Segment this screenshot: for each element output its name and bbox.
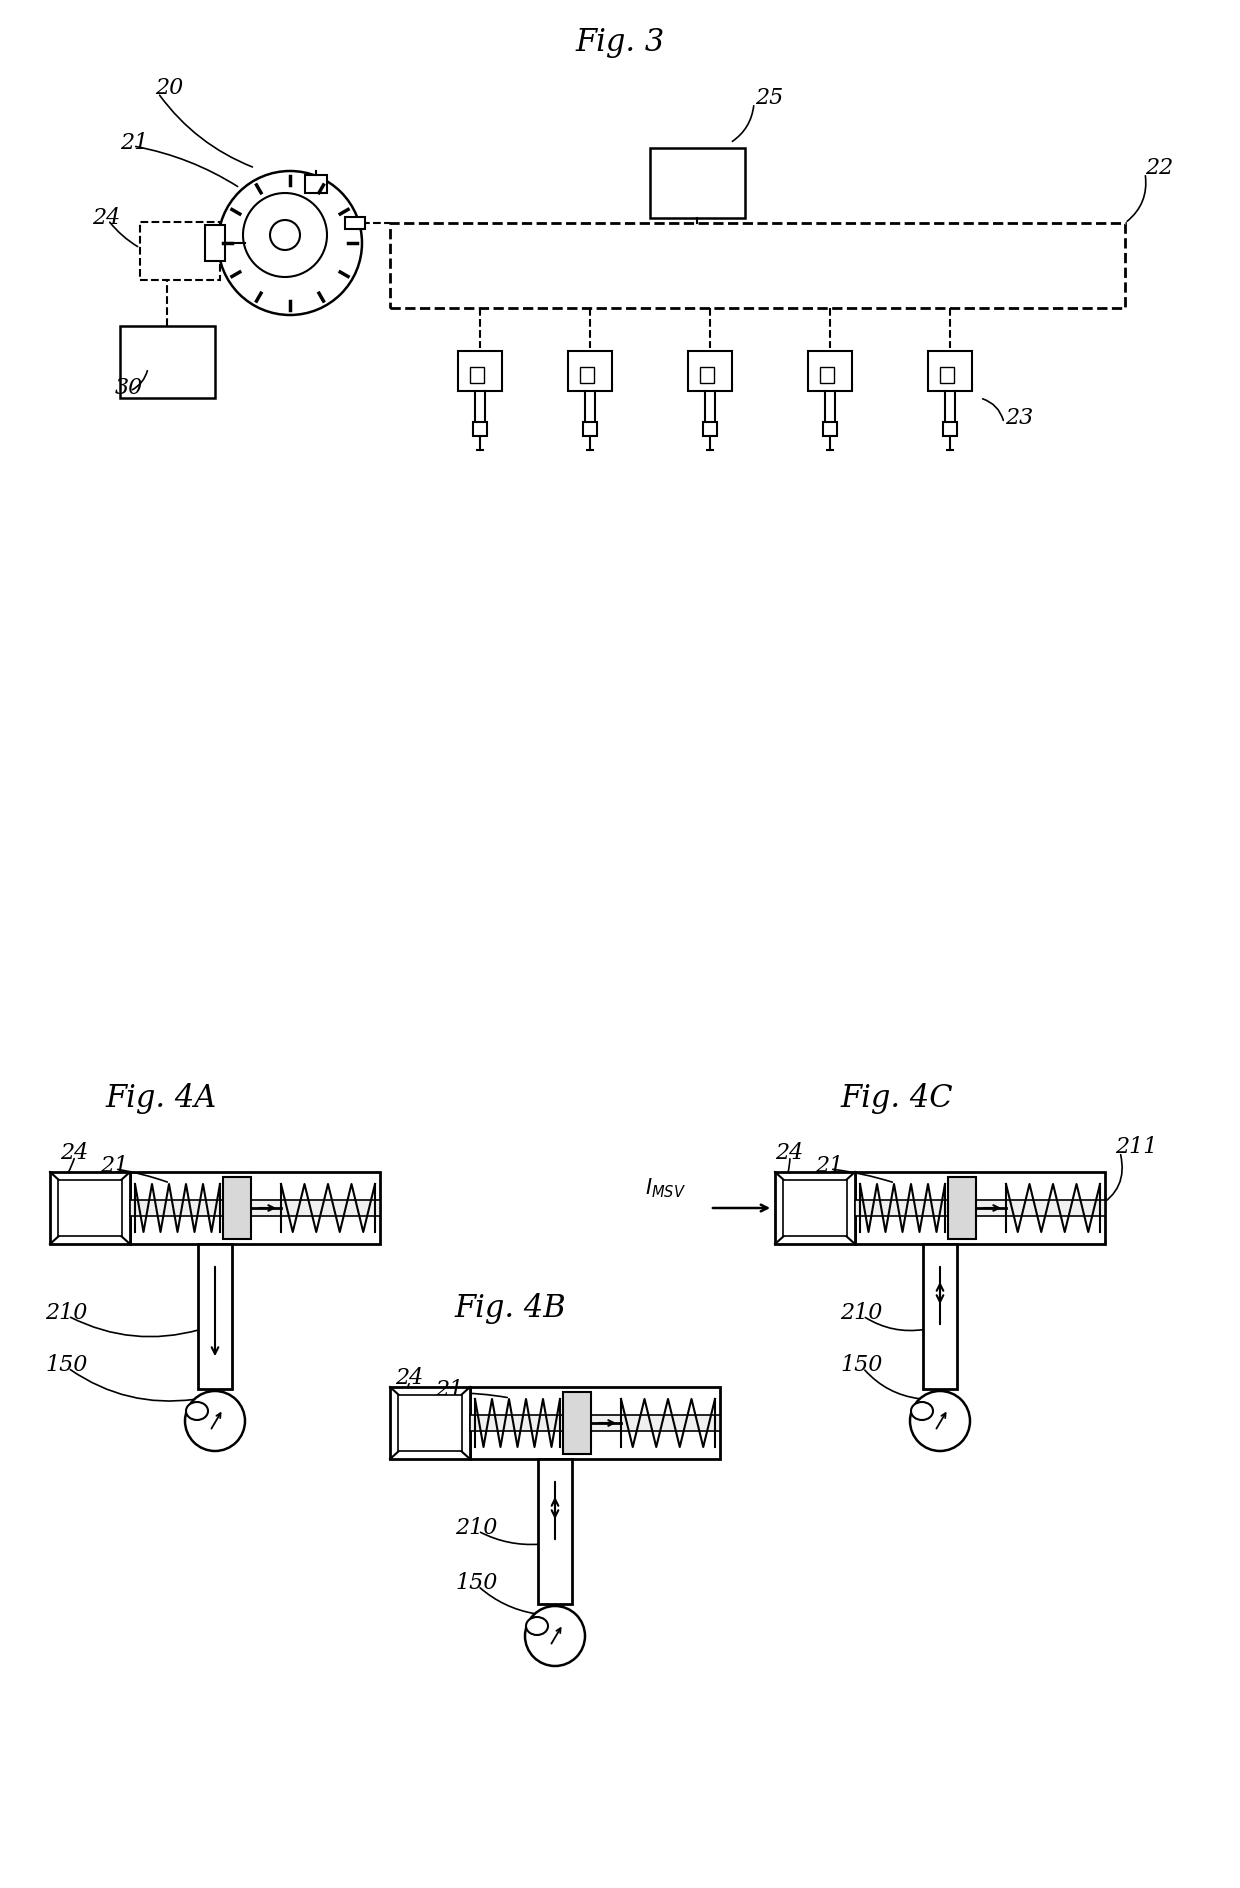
Bar xyxy=(470,1388,720,1459)
Bar xyxy=(563,1391,591,1454)
Text: 21: 21 xyxy=(100,1155,128,1176)
Bar xyxy=(223,1176,250,1239)
Bar xyxy=(130,1172,379,1244)
Bar xyxy=(391,1388,470,1459)
Text: 23: 23 xyxy=(1004,408,1033,429)
Ellipse shape xyxy=(911,1403,932,1420)
Text: 24: 24 xyxy=(396,1367,423,1390)
Bar xyxy=(940,366,954,383)
Bar xyxy=(583,423,596,436)
Text: Fig. 4B: Fig. 4B xyxy=(454,1293,565,1323)
Text: 21: 21 xyxy=(815,1155,843,1176)
Text: 210: 210 xyxy=(45,1303,87,1323)
Bar xyxy=(130,1201,379,1216)
Text: 150: 150 xyxy=(455,1573,497,1593)
Text: 30: 30 xyxy=(115,378,144,398)
Bar xyxy=(856,1201,1105,1216)
Bar xyxy=(470,1414,720,1431)
Bar xyxy=(923,1244,957,1390)
Text: 24: 24 xyxy=(775,1142,804,1165)
Bar xyxy=(688,351,732,391)
Text: Fig. 3: Fig. 3 xyxy=(575,28,665,59)
Bar xyxy=(580,366,594,383)
Bar xyxy=(305,176,327,193)
Bar xyxy=(472,423,487,436)
Text: 20: 20 xyxy=(155,77,184,98)
Bar xyxy=(820,366,835,383)
Bar xyxy=(398,1395,463,1452)
Bar xyxy=(808,351,852,391)
Text: 25: 25 xyxy=(755,87,784,110)
Circle shape xyxy=(525,1607,585,1665)
Bar xyxy=(391,223,1125,308)
Bar xyxy=(928,351,972,391)
Bar xyxy=(568,351,613,391)
Text: 150: 150 xyxy=(45,1354,87,1376)
Bar xyxy=(470,366,484,383)
Text: 21: 21 xyxy=(120,132,149,155)
Text: Fig. 4C: Fig. 4C xyxy=(839,1082,952,1114)
Bar xyxy=(650,147,745,217)
Bar xyxy=(140,223,219,279)
Bar xyxy=(120,327,215,398)
Text: 21: 21 xyxy=(435,1378,464,1401)
Bar xyxy=(949,1176,976,1239)
Bar xyxy=(782,1180,847,1237)
Text: 24: 24 xyxy=(60,1142,88,1165)
Bar xyxy=(823,423,837,436)
Ellipse shape xyxy=(186,1403,208,1420)
Circle shape xyxy=(910,1391,970,1452)
Text: 210: 210 xyxy=(455,1516,497,1539)
Text: Fig. 4A: Fig. 4A xyxy=(105,1082,216,1114)
Circle shape xyxy=(185,1391,246,1452)
Bar xyxy=(942,423,957,436)
Text: 211: 211 xyxy=(1115,1137,1157,1157)
Ellipse shape xyxy=(526,1616,548,1635)
Text: 22: 22 xyxy=(1145,157,1173,179)
Text: 24: 24 xyxy=(92,208,120,228)
Bar xyxy=(458,351,502,391)
Bar xyxy=(703,423,717,436)
Text: $I_{MSV}$: $I_{MSV}$ xyxy=(645,1176,686,1199)
Bar xyxy=(538,1459,572,1605)
Text: 210: 210 xyxy=(839,1303,883,1323)
Bar xyxy=(198,1244,232,1390)
Bar xyxy=(856,1172,1105,1244)
Text: 150: 150 xyxy=(839,1354,883,1376)
Bar xyxy=(345,217,365,228)
Bar xyxy=(205,225,224,261)
Bar xyxy=(701,366,714,383)
Bar xyxy=(50,1172,130,1244)
Bar xyxy=(775,1172,856,1244)
Bar xyxy=(58,1180,122,1237)
